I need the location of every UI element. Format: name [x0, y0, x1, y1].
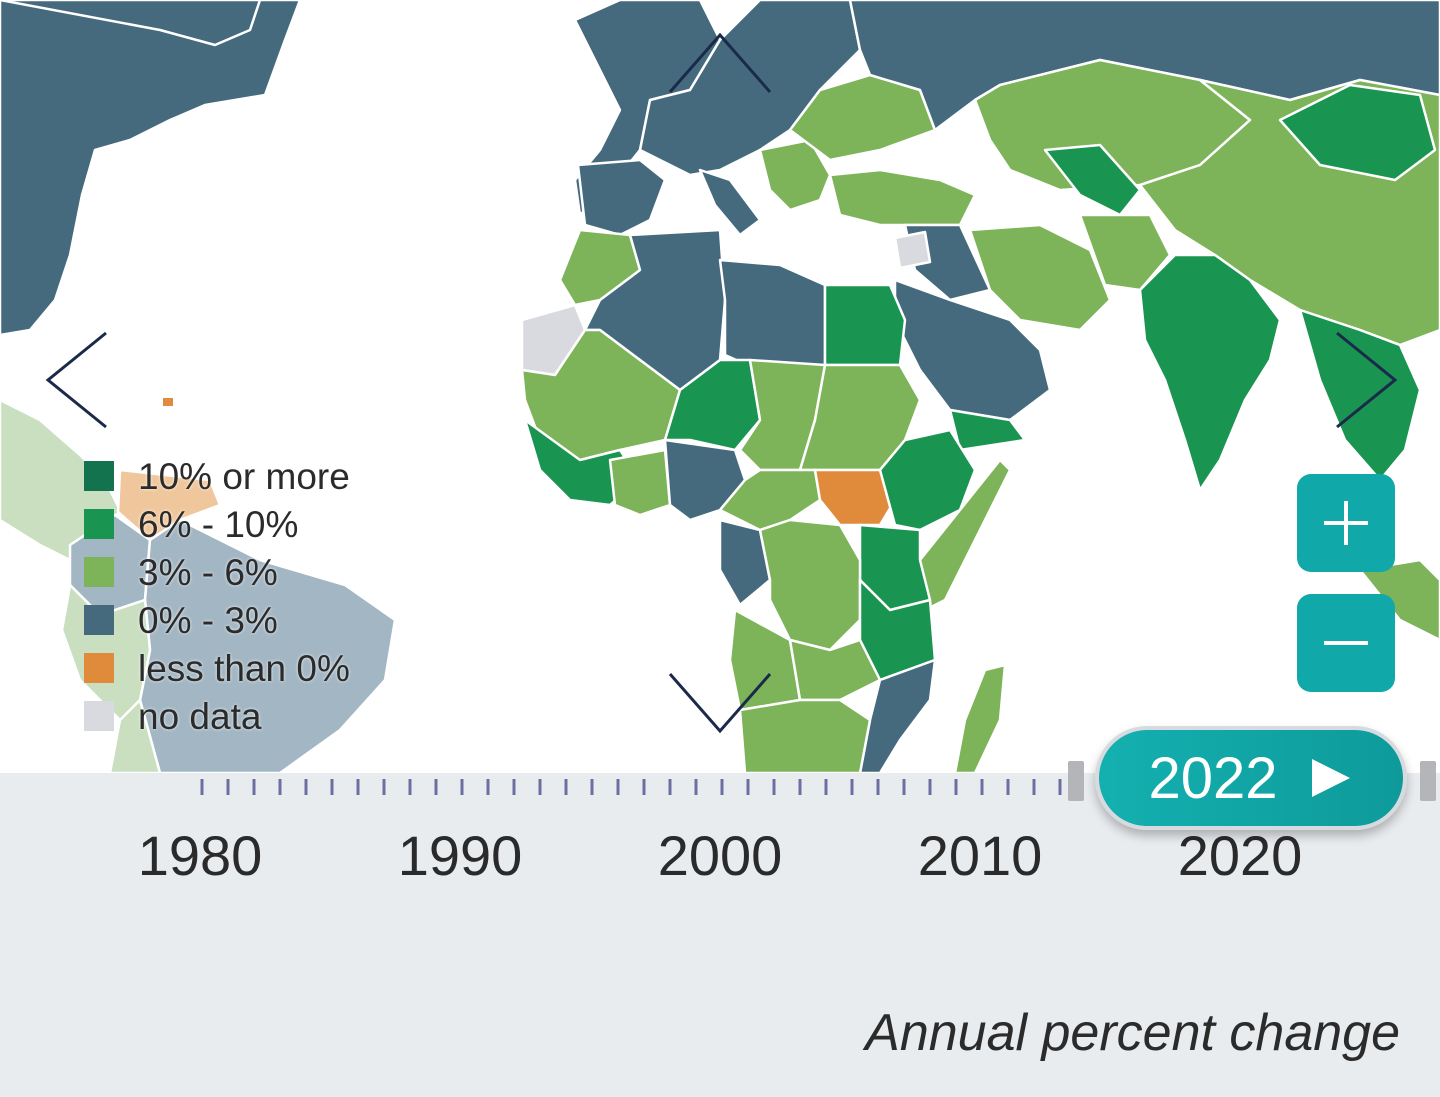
legend-item-10-plus: 10% or more	[84, 452, 350, 500]
chevron-down-icon[interactable]	[668, 673, 772, 734]
region-lebanon-no-data	[893, 230, 932, 270]
region-iberia	[576, 158, 667, 237]
timeline-ticks[interactable]	[0, 773, 1440, 813]
legend-swatch	[84, 557, 114, 587]
map-caption: Annual percent change	[865, 1004, 1400, 1062]
legend-item-6-10: 6% - 10%	[84, 500, 350, 548]
region-yemen	[948, 408, 1027, 452]
region-drc	[758, 518, 862, 652]
region-caribbean-orange	[163, 398, 173, 406]
world-map[interactable]: 10% or more 6% - 10% 3% - 6% 0% - 3% les…	[0, 0, 1440, 773]
chevron-up-icon[interactable]	[668, 32, 772, 93]
region-italy	[698, 168, 762, 237]
region-afghanistan	[1078, 213, 1172, 292]
legend-item-0-3: 0% - 3%	[84, 596, 350, 644]
region-iran	[968, 223, 1112, 332]
zoom-in-button[interactable]	[1297, 474, 1395, 572]
legend-swatch	[84, 461, 114, 491]
region-egypt	[823, 283, 907, 367]
legend-item-3-6: 3% - 6%	[84, 548, 350, 596]
minus-icon	[1324, 641, 1368, 645]
region-turkey	[828, 168, 977, 227]
region-madagascar	[953, 663, 1007, 773]
legend-swatch	[84, 701, 114, 731]
year-label-2020: 2020	[1177, 824, 1303, 887]
region-uzbekistan	[1043, 143, 1142, 217]
region-gabon-congo	[718, 518, 772, 607]
zoom-out-button[interactable]	[1297, 594, 1395, 692]
play-year-button[interactable]: 2022	[1095, 726, 1407, 830]
region-mongolia	[1278, 83, 1437, 182]
region-southeast-asia	[1298, 308, 1422, 482]
region-southern-africa	[738, 698, 872, 773]
legend-label: 3% - 6%	[138, 551, 278, 593]
map-svg[interactable]	[0, 0, 1440, 773]
year-label-2000: 2000	[657, 824, 783, 887]
region-ghana-area	[608, 448, 672, 517]
year-label-1990: 1990	[397, 824, 523, 887]
region-libya	[718, 258, 827, 377]
legend-label: 0% - 3%	[138, 599, 278, 641]
year-label-1980: 1980	[137, 824, 263, 887]
legend-swatch	[84, 605, 114, 635]
timeline-right-handle[interactable]	[1420, 761, 1436, 801]
chevron-left-icon[interactable]	[45, 331, 107, 429]
plus-icon	[1324, 501, 1368, 545]
region-europe-central	[638, 0, 862, 177]
timeline-left-handle[interactable]	[1068, 761, 1084, 801]
legend-item-no-data: no data	[84, 692, 350, 740]
legend-swatch	[84, 653, 114, 683]
chevron-right-icon[interactable]	[1336, 331, 1398, 429]
legend-label: 10% or more	[138, 455, 350, 497]
legend-item-less-0: less than 0%	[84, 644, 350, 692]
legend-label: 6% - 10%	[138, 503, 299, 545]
region-north-america	[0, 0, 302, 337]
region-ethiopia	[878, 428, 977, 532]
region-greenland	[0, 0, 262, 47]
play-icon	[1311, 759, 1350, 797]
year-label-2010: 2010	[917, 824, 1043, 887]
region-bolivia	[108, 698, 162, 773]
map-legend: 10% or more 6% - 10% 3% - 6% 0% - 3% les…	[84, 452, 350, 740]
legend-label: less than 0%	[138, 647, 350, 689]
region-india	[1138, 253, 1282, 492]
timeline[interactable]: 1980 1990 2000 2010 2020	[0, 761, 1440, 1097]
region-saudi-arabia	[893, 278, 1052, 422]
legend-label: no data	[138, 695, 262, 737]
selected-year: 2022	[1148, 745, 1278, 811]
legend-swatch	[84, 509, 114, 539]
